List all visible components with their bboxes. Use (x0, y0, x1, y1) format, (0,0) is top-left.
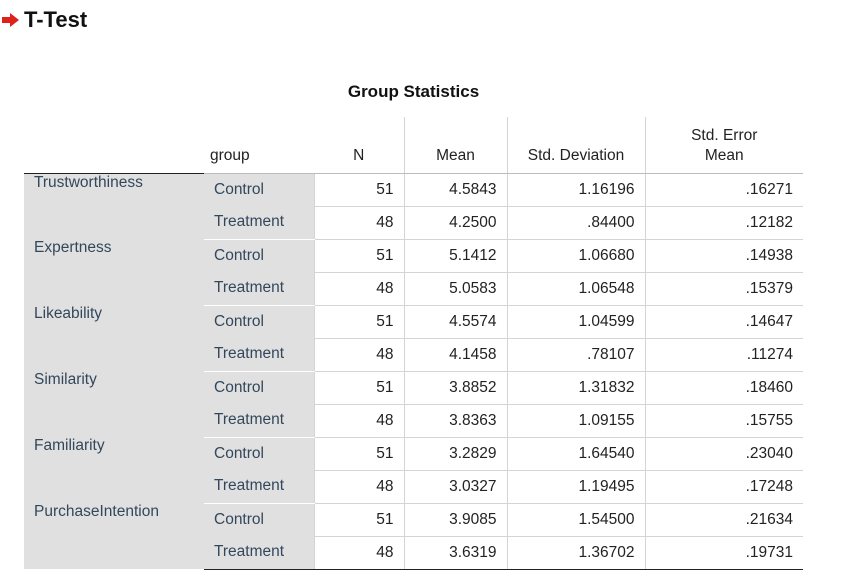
n-cell: 48 (313, 536, 404, 570)
n-cell: 51 (313, 238, 404, 273)
mean-cell: 3.2829 (403, 436, 507, 471)
n-cell: 51 (313, 304, 404, 339)
mean-cell: 3.6319 (403, 536, 507, 570)
mean-cell: 4.5574 (403, 304, 507, 339)
table-row: Treatment 48 4.1458.78107.11274 (24, 338, 803, 372)
arrow-shape (2, 13, 19, 27)
table-row: Treatment 48 5.0583 1.06548.15379 (24, 272, 803, 306)
right-arrow-icon[interactable] (0, 10, 22, 30)
mean-cell: 3.8852 (403, 370, 507, 405)
std-error-mean-cell: .15755 (644, 404, 803, 438)
header-mean: Mean (403, 117, 507, 174)
mean-cell: 3.8363 (403, 404, 507, 438)
std-error-mean-cell: .14647 (644, 304, 803, 339)
std-deviation-cell: 1.06680 (506, 238, 645, 273)
std-error-mean-cell: .18460 (644, 370, 803, 405)
std-deviation-cell: 1.16196 (506, 172, 645, 207)
n-cell: 48 (313, 338, 404, 372)
mean-cell: 4.2500 (403, 206, 507, 240)
group-cell: Treatment (204, 470, 314, 504)
mean-cell: 3.0327 (403, 470, 507, 504)
table-row: Treatment 48 4.2500.84400.12182 (24, 206, 803, 240)
header-group: group (204, 117, 314, 174)
n-cell: 51 (313, 436, 404, 471)
std-error-mean-cell: .12182 (644, 206, 803, 240)
group-cell: Control (204, 172, 314, 206)
n-cell: 48 (313, 470, 404, 504)
n-cell: 48 (313, 272, 404, 306)
std-error-mean-cell: .15379 (644, 272, 803, 306)
table-row: Treatment 48 3.8363 1.09155.15755 (24, 404, 803, 438)
std-error-mean-cell: .19731 (644, 536, 803, 570)
table-row: Similarity Control 51 3.8852 1.31832.18460 (24, 370, 803, 437)
std-deviation-cell: .84400 (506, 206, 645, 240)
table-row: Treatment 48 3.0327 1.19495.17248 (24, 470, 803, 504)
header-std-error-mean: Std. Error Mean (644, 117, 803, 174)
std-deviation-cell: 1.36702 (506, 536, 645, 570)
std-error-mean-cell: .16271 (644, 172, 803, 207)
header-se-line2: Mean (704, 147, 744, 165)
table-row: Treatment 48 3.6319 1.36702.19731 (24, 536, 803, 570)
n-cell: 51 (313, 502, 404, 537)
mean-cell: 3.9085 (403, 502, 507, 537)
variable-name: Trustworthiness (24, 173, 204, 239)
std-error-mean-cell: .23040 (644, 436, 803, 471)
group-cell: Treatment (204, 338, 314, 372)
header-std-deviation: Std. Deviation (506, 117, 645, 174)
group-cell: Control (204, 370, 314, 404)
group-cell: Treatment (204, 272, 314, 306)
std-error-mean-cell: .21634 (644, 502, 803, 537)
std-deviation-cell: 1.06548 (506, 272, 645, 306)
table-row: Familiarity Control 51 3.2829 1.64540.23040 (24, 436, 803, 503)
header-se-line1: Std. Error (691, 127, 758, 145)
group-cell: Control (204, 436, 314, 470)
output-heading: T-Test (0, 5, 87, 35)
variable-name: Familiarity (24, 437, 204, 503)
group-cell: Treatment (204, 536, 314, 570)
table-row: Trustworthiness Control 51 4.5843 1.16196.16… (24, 172, 803, 239)
n-cell: 48 (313, 206, 404, 240)
mean-cell: 4.1458 (403, 338, 507, 372)
table-title: Group Statistics (347, 82, 480, 101)
variable-name: Likeability (24, 305, 204, 371)
output-title[interactable]: T-Test (24, 7, 88, 32)
std-deviation-cell: 1.31832 (506, 370, 645, 405)
mean-cell: 5.0583 (403, 272, 507, 306)
group-cell: Treatment (204, 206, 314, 240)
std-deviation-cell: 1.54500 (506, 502, 645, 537)
table-row: Expertness Control 51 5.1412 1.06680.14938 (24, 238, 803, 305)
std-deviation-cell: 1.64540 (506, 436, 645, 471)
table-row: PurchaseIntention Control 51 3.9085 1.54500.… (24, 502, 803, 569)
n-cell: 51 (313, 370, 404, 405)
table-row: Likeability Control 51 4.5574 1.04599.14647 (24, 304, 803, 371)
std-error-mean-cell: .14938 (644, 238, 803, 273)
std-deviation-cell: 1.19495 (506, 470, 645, 504)
std-deviation-cell: .78107 (506, 338, 645, 372)
std-deviation-cell: 1.04599 (506, 304, 645, 339)
header-row: group N Mean Std. Deviation Std. Error Me… (24, 117, 803, 174)
mean-cell: 5.1412 (403, 238, 507, 273)
header-n: N (314, 117, 404, 174)
std-error-mean-cell: .17248 (644, 470, 803, 504)
header-blank (24, 117, 204, 174)
n-cell: 51 (313, 172, 404, 207)
n-cell: 48 (313, 404, 404, 438)
group-cell: Control (204, 502, 314, 536)
std-error-mean-cell: .11274 (644, 338, 803, 372)
variable-name: Similarity (24, 371, 204, 437)
table-body: Trustworthiness Control 51 4.5843 1.16196.16… (24, 172, 803, 570)
group-cell: Control (204, 238, 314, 272)
group-cell: Control (204, 304, 314, 338)
std-deviation-cell: 1.09155 (506, 404, 645, 438)
group-statistics-table: group N Mean Std. Deviation Std. Error Me… (24, 117, 803, 570)
variable-name: Expertness (24, 239, 204, 305)
group-cell: Treatment (204, 404, 314, 438)
mean-cell: 4.5843 (403, 172, 507, 207)
variable-name: PurchaseIntention (24, 503, 204, 569)
